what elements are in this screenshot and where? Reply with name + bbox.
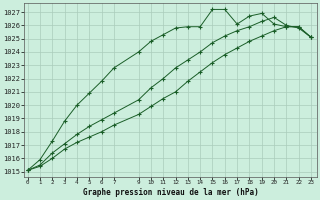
X-axis label: Graphe pression niveau de la mer (hPa): Graphe pression niveau de la mer (hPa) — [83, 188, 259, 197]
